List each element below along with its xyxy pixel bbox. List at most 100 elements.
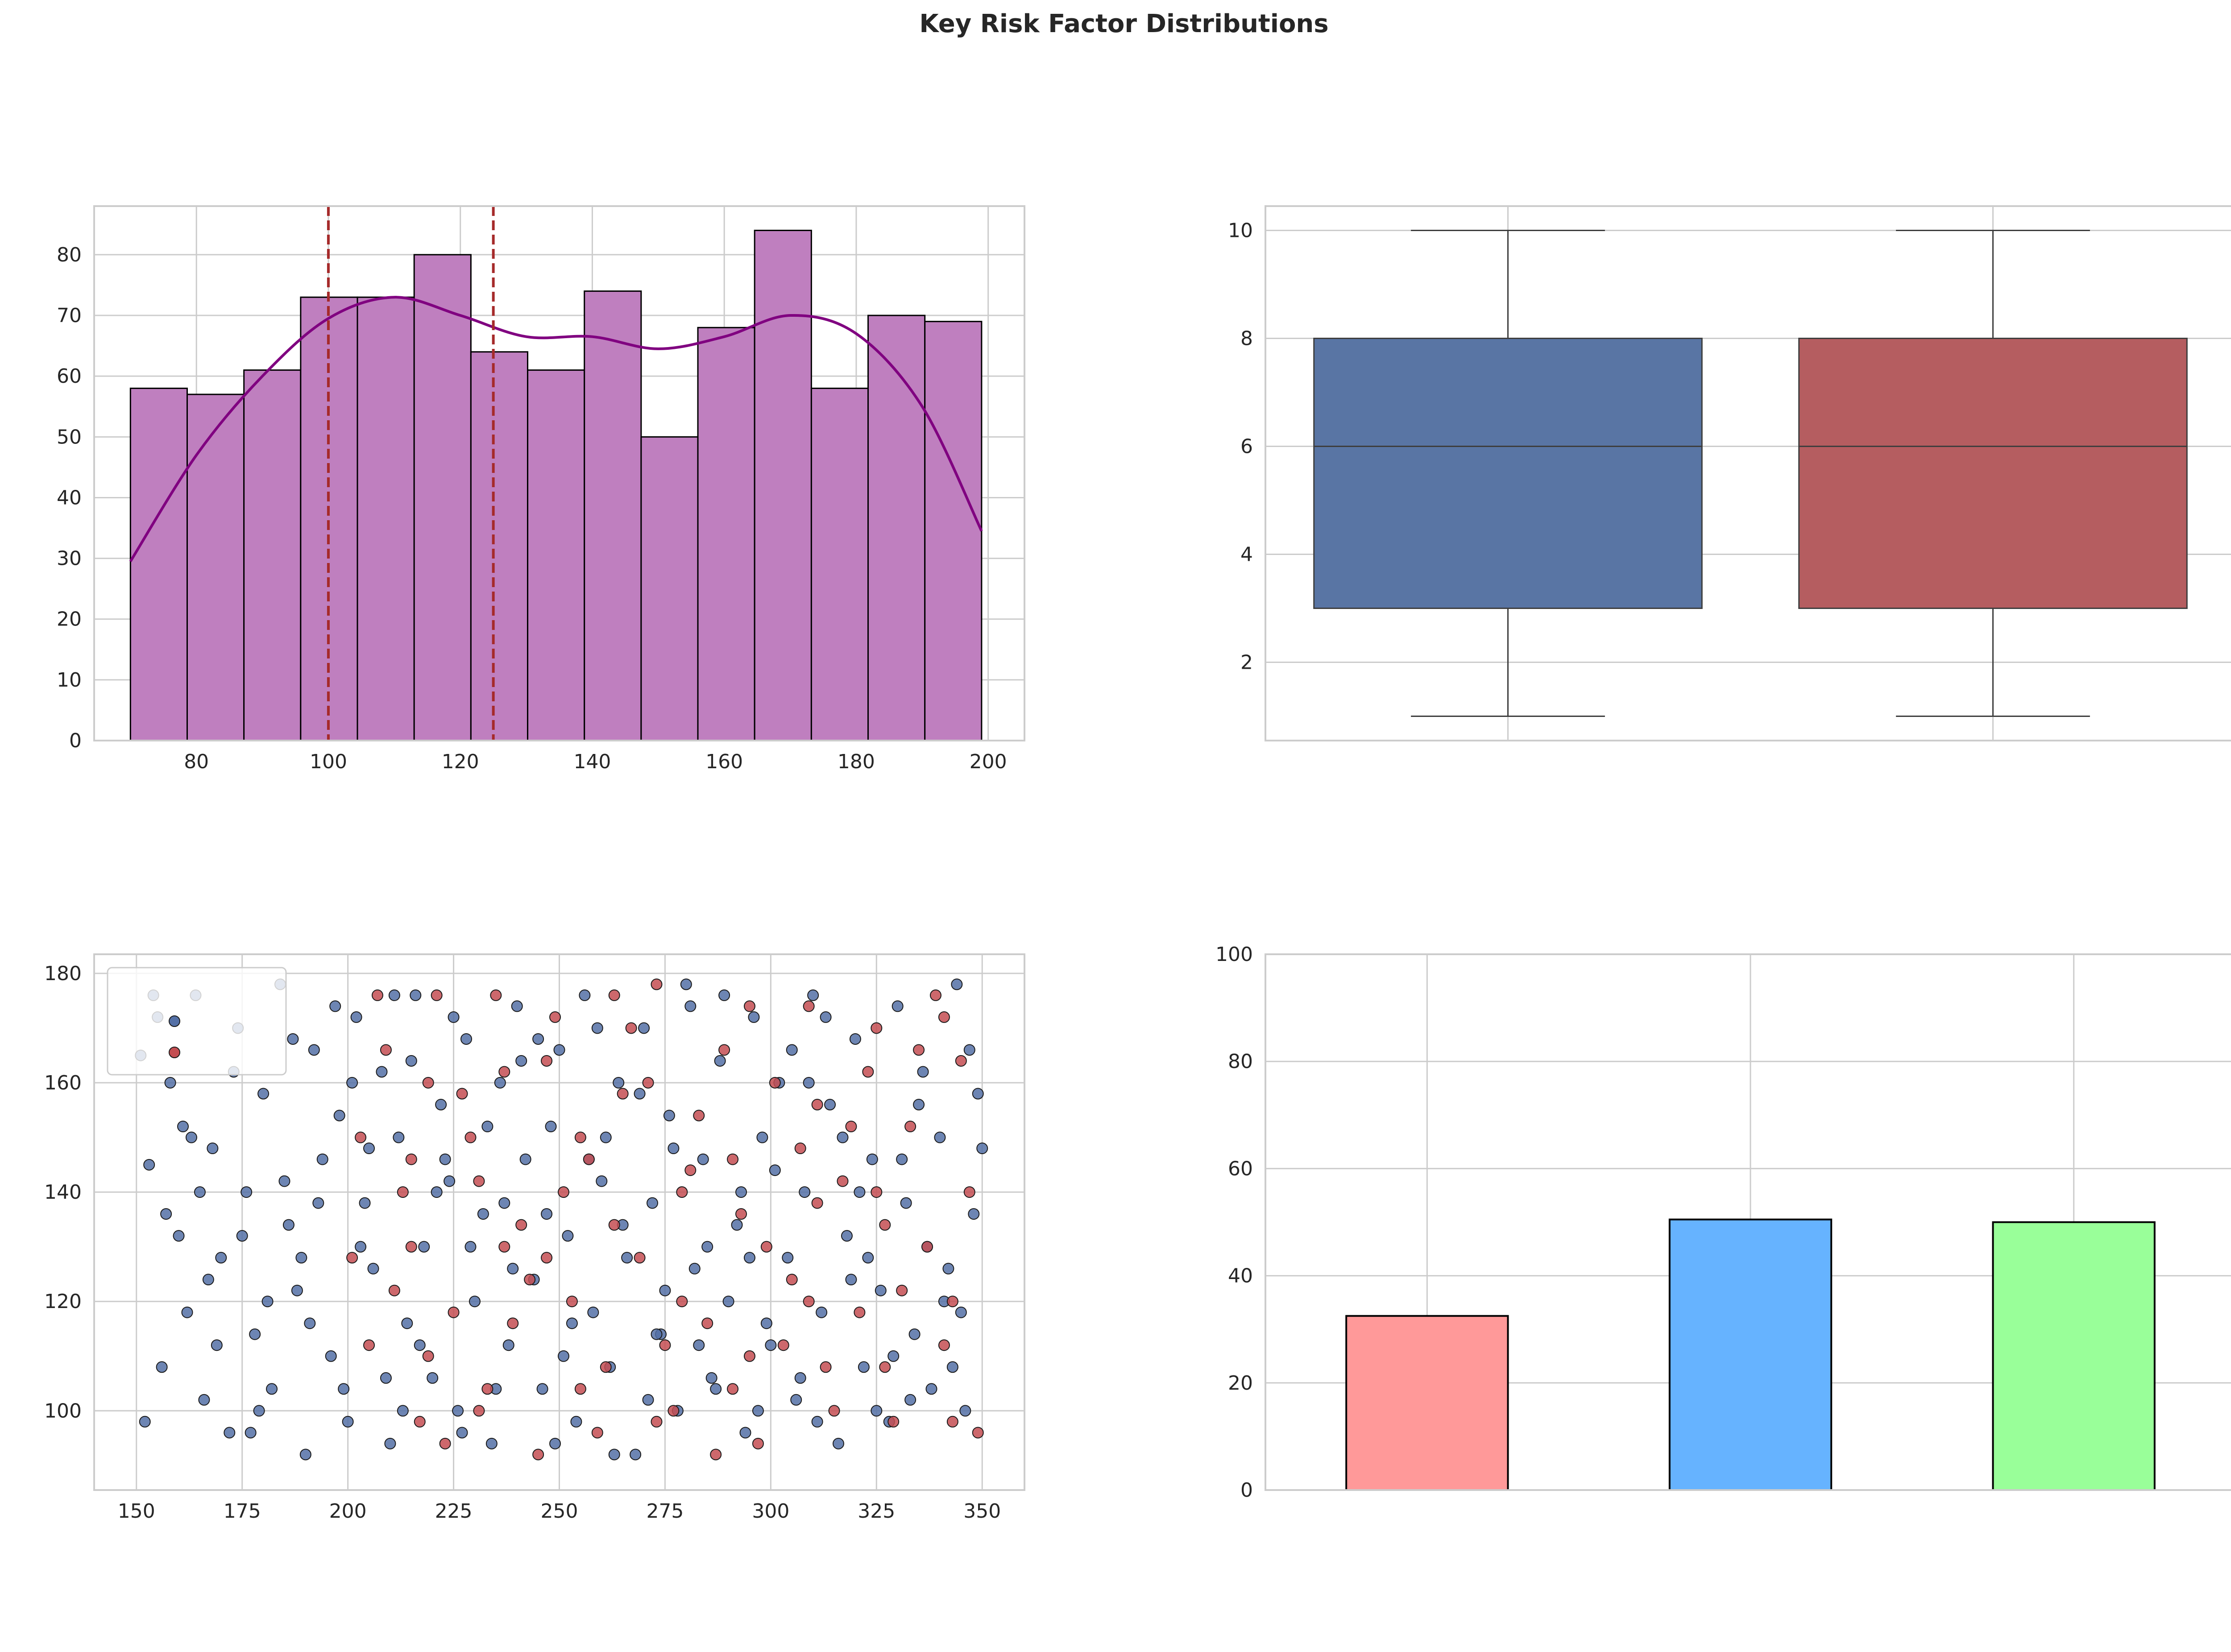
scatter-point <box>477 1208 489 1220</box>
box-group-1 <box>1798 229 2188 717</box>
stress-boxplot-panel: 2 4 6 8 10 <box>1228 205 2231 741</box>
scatter-point <box>743 1350 755 1362</box>
bar-y-tick-label: 40 <box>1228 1265 1253 1288</box>
scatter-point <box>613 1076 625 1089</box>
scatter-point <box>803 1296 815 1308</box>
scatter-x-tick-label: 175 <box>224 1500 261 1523</box>
scatter-point <box>536 1383 548 1395</box>
scatter-point <box>871 1186 883 1198</box>
scatter-point <box>803 1000 815 1012</box>
scatter-point <box>236 1230 248 1242</box>
scatter-point <box>549 1437 561 1449</box>
scatter-x-tick-label: 200 <box>329 1500 367 1523</box>
scatter-point <box>397 1405 409 1417</box>
scatter-point <box>570 1416 582 1428</box>
scatter-point <box>156 1361 168 1373</box>
scatter-point <box>946 1361 958 1373</box>
scatter-x-tick-label: 325 <box>858 1500 895 1523</box>
scatter-point <box>701 1317 713 1329</box>
scatter-point <box>198 1394 210 1406</box>
scatter-point <box>215 1252 227 1264</box>
hist-x-tick-label: 80 <box>184 750 209 773</box>
box-y-tick-label: 4 <box>1240 543 1253 566</box>
scatter-point <box>735 1186 747 1198</box>
scatter-point <box>245 1427 257 1439</box>
hist-x-tick-label: 200 <box>970 750 1007 773</box>
scatter-point <box>929 989 941 1001</box>
scatter-point <box>473 1175 485 1187</box>
scatter-point <box>469 1296 481 1308</box>
box-y-tick-label: 10 <box>1228 219 1253 242</box>
scatter-point <box>380 1372 392 1384</box>
scatter-point <box>651 978 663 990</box>
scatter-point <box>849 1033 861 1045</box>
scatter-point <box>502 1339 514 1351</box>
scatter-point <box>608 989 620 1001</box>
hist-y-tick-label: 10 <box>57 669 82 691</box>
scatter-point <box>435 1099 447 1111</box>
scatter-point <box>557 1186 569 1198</box>
scatter-point <box>904 1394 916 1406</box>
histogram-bar <box>640 436 699 741</box>
scatter-point <box>282 1219 294 1231</box>
bar-y-tick-label: 60 <box>1228 1157 1253 1180</box>
scatter-point <box>346 1252 358 1264</box>
scatter-point <box>908 1328 921 1340</box>
risk-factor-bar <box>1992 1221 2156 1491</box>
scatter-point <box>566 1317 578 1329</box>
hist-x-tick-label: 180 <box>838 750 875 773</box>
scatter-point <box>541 1055 553 1067</box>
scatter-point <box>651 1416 663 1428</box>
scatter-point <box>312 1197 324 1209</box>
scatter-point <box>164 1076 176 1089</box>
scatter-point <box>904 1121 916 1133</box>
scatter-point <box>405 1055 417 1067</box>
scatter-point <box>266 1383 278 1395</box>
scatter-point <box>515 1055 527 1067</box>
scatter-point <box>448 1306 460 1318</box>
scatter-point <box>464 1131 477 1143</box>
scatter-point <box>139 1416 151 1428</box>
scatter-axes-frame <box>93 953 1025 1491</box>
scatter-point <box>828 1405 840 1417</box>
box-y-tick-label: 2 <box>1240 651 1253 674</box>
scatter-point <box>900 1197 912 1209</box>
hist-y-tick-label: 30 <box>57 547 82 570</box>
histogram-bar <box>697 327 755 741</box>
scatter-point <box>951 978 963 990</box>
hist-x-tick-label: 120 <box>442 750 479 773</box>
scatter-point <box>532 1033 544 1045</box>
scatter-point <box>600 1131 612 1143</box>
scatter-point <box>439 1153 451 1165</box>
scatter-point <box>414 1416 426 1428</box>
scatter-point <box>257 1088 270 1100</box>
scatter-point <box>743 1252 755 1264</box>
hist-x-tick-label: 140 <box>573 750 611 773</box>
scatter-point <box>541 1252 553 1264</box>
scatter-point <box>756 1131 768 1143</box>
scatter-point <box>207 1143 219 1155</box>
scatter-point <box>485 1437 498 1449</box>
scatter-point <box>617 1088 629 1100</box>
scatter-point <box>659 1284 671 1296</box>
scatter-point <box>837 1175 849 1187</box>
scatter-point <box>448 1011 460 1023</box>
scatter-point <box>371 989 383 1001</box>
scatter-series-1 <box>346 978 984 1461</box>
box-iqr <box>1798 337 2188 609</box>
scatter-point <box>963 1044 975 1056</box>
scatter-point <box>304 1317 316 1329</box>
hist-axes-frame <box>93 205 1025 741</box>
box-group-0 <box>1313 229 1703 717</box>
scatter-point <box>427 1372 439 1384</box>
scatter-point <box>393 1131 405 1143</box>
scatter-point <box>938 1011 950 1023</box>
scatter-point <box>959 1405 971 1417</box>
scatter-point <box>388 989 400 1001</box>
scatter-point <box>799 1186 811 1198</box>
scatter-point <box>887 1350 900 1362</box>
scatter-point <box>452 1405 464 1417</box>
scatter-point <box>693 1339 705 1351</box>
scatter-point <box>896 1284 908 1296</box>
